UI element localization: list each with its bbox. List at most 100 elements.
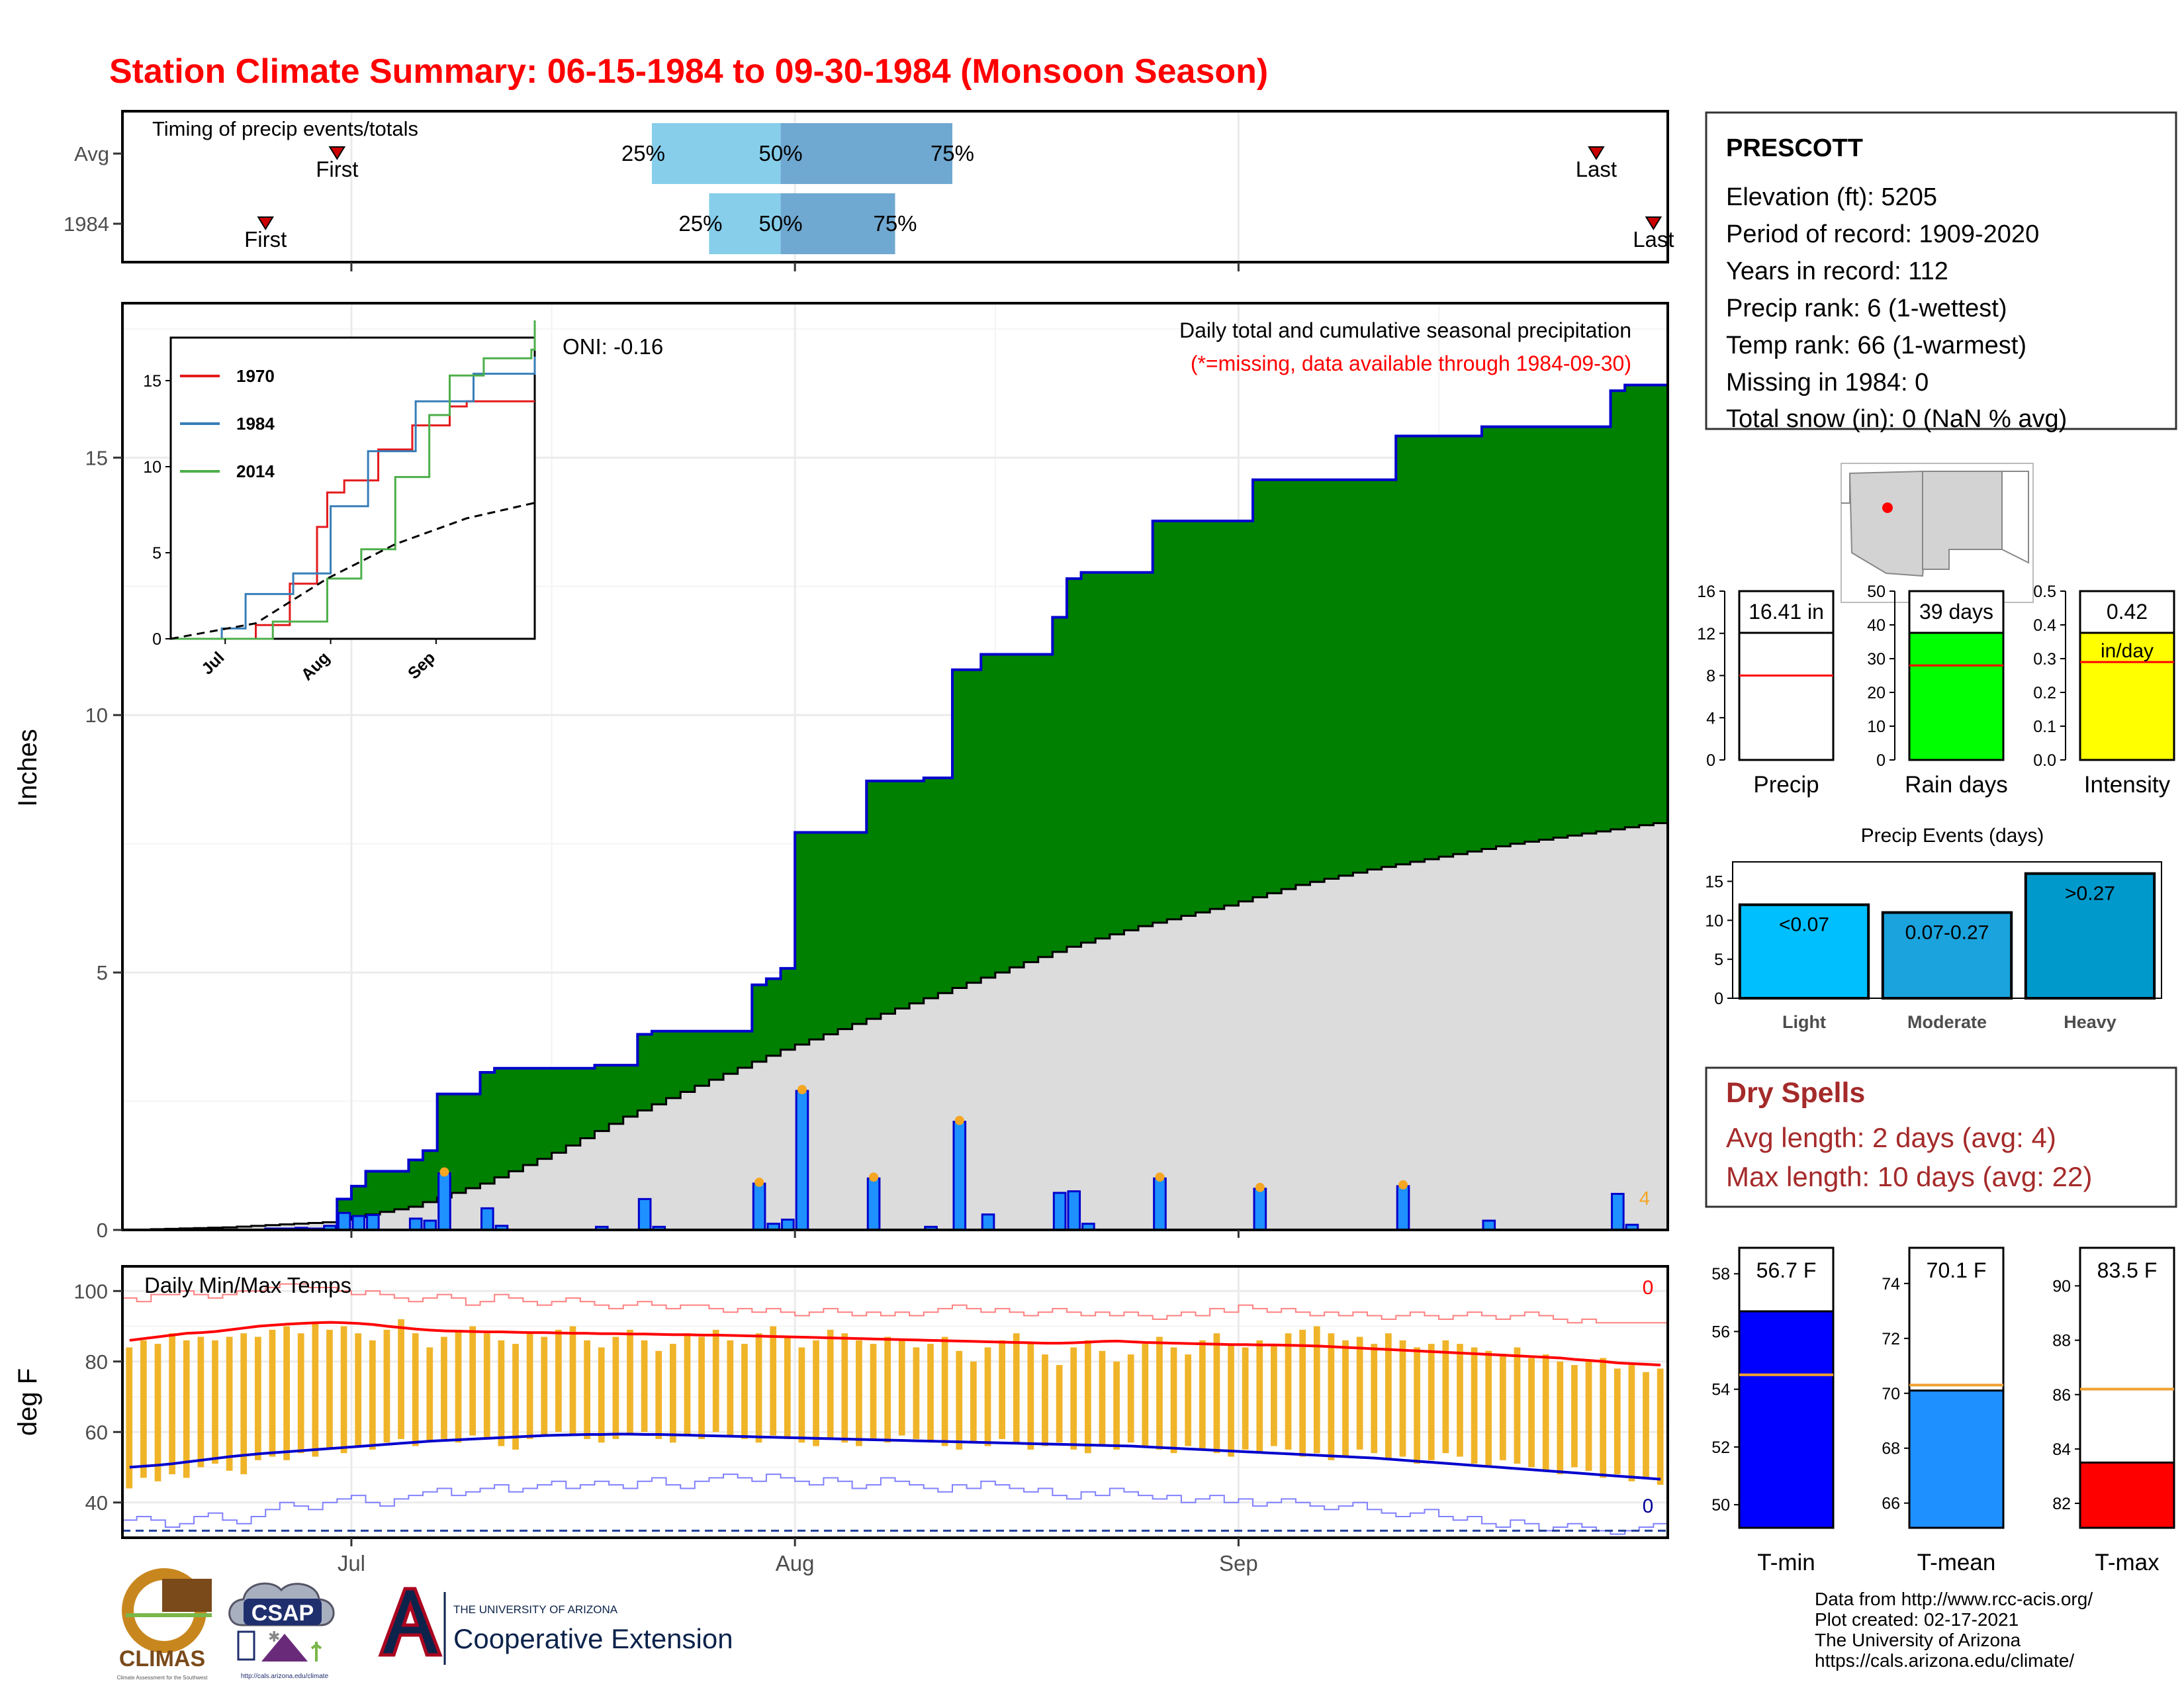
daily-precip-bar (1153, 1177, 1167, 1231)
daily-precip-bar (637, 1197, 652, 1231)
daily-precip-bar (423, 1219, 437, 1231)
station-line-0: Elevation (ft): 5205 (1726, 183, 1937, 211)
summary-y-tick-label: 0.4 (2033, 616, 2056, 635)
daily-temp-range-bar (1457, 1344, 1463, 1457)
record-day-marker (754, 1178, 764, 1187)
daily-temp-range-bar (1099, 1350, 1106, 1446)
daily-temp-range-bar (898, 1340, 905, 1436)
daily-temp-range-bar (1643, 1372, 1649, 1478)
precip-y-tick-label: 10 (85, 704, 108, 727)
daily-temp-range-bar (1042, 1354, 1048, 1446)
summary-y-tick-label: 0.5 (2033, 583, 2056, 601)
timing-bar-q50-q75 (780, 123, 952, 184)
daily-temp-range-bar (1228, 1344, 1234, 1457)
summary-value-text: 16.41 in (1749, 600, 1824, 624)
csap-logo: CSAP ✱ http://cals.arizona.edu/climate (228, 1582, 335, 1680)
daily-temp-range-bar (154, 1344, 161, 1481)
record-day-marker (954, 1115, 964, 1125)
station-line-5: Missing in 1984: 0 (1726, 369, 1929, 397)
temps-frame (121, 1265, 1669, 1539)
temps-y-tick-label: 40 (85, 1491, 108, 1515)
events-category-label: Light (1782, 1012, 1826, 1032)
station-line-4: Temp rank: 66 (1-warmest) (1726, 332, 2026, 359)
csap-mountain-icon (261, 1634, 308, 1662)
temp-y-tick-label: 66 (1882, 1495, 1900, 1513)
inset-y-tick-label: 5 (152, 544, 161, 563)
dry-spells-frame (1705, 1066, 2177, 1208)
figure-title: Station Climate Summary: 06-15-1984 to 0… (109, 52, 1268, 91)
daily-precip-bar (1052, 1192, 1067, 1231)
normal-high-line (129, 1321, 1661, 1367)
daily-temp-range-bar (326, 1329, 333, 1450)
normal-low-line (129, 1432, 1661, 1481)
inset-legend-label: 1970 (236, 366, 275, 386)
daily-temp-range-bar (669, 1344, 676, 1443)
summary-y-tick-label: 10 (1867, 718, 1886, 736)
daily-temp-range-bar (1428, 1344, 1435, 1460)
summary-y-tick-label: 0.3 (2033, 650, 2056, 669)
daily-temp-range-bar (984, 1347, 991, 1446)
daily-temp-range-bar (1614, 1368, 1621, 1475)
precip-y-label: Inches (13, 729, 42, 807)
events-title: Precip Events (days) (1861, 825, 2044, 847)
daily-temp-range-bar (956, 1350, 963, 1450)
precip-header: Daily total and cumulative seasonal prec… (1179, 318, 1631, 342)
temp-bar-t-max (2079, 1461, 2175, 1529)
temps-x-tick-label: Sep (1219, 1551, 1258, 1575)
events-bars: 0 5 10 15 <0.07 Light 0.07-0.27 Moderate >0.27 He… (1705, 861, 2162, 1032)
daily-temp-range-bar (1142, 1344, 1149, 1446)
events-y-tick-label: 10 (1705, 912, 1723, 930)
daily-precip-bar (351, 1215, 366, 1231)
csap-bars-icon (237, 1630, 255, 1661)
temp-y-tick-label: 84 (2052, 1440, 2071, 1459)
first-event-marker (257, 216, 274, 230)
temperature-summary-bars: 56.7 F 50 52 54 56 58 T-min 70.1 F 66 68 70 72 74 T-m… (1711, 1246, 2175, 1575)
year-q75-label: 75% (873, 211, 917, 236)
precip-area (122, 383, 1668, 1231)
daily-precip-bar (337, 1211, 351, 1231)
daily-precip-bar (781, 1218, 795, 1231)
daily-temp-range-bar (1213, 1333, 1220, 1454)
events-y-tick-label: 0 (1714, 990, 1723, 1008)
daily-temp-range-bar (1499, 1354, 1506, 1460)
daily-temp-range-bar (297, 1333, 304, 1454)
footer-line-3: https://cals.arizona.edu/climate/ (1815, 1650, 2074, 1671)
inset-series-1984 (171, 356, 536, 640)
summary-y-tick-label: 8 (1706, 667, 1715, 686)
daily-temp-range-bar (941, 1336, 948, 1446)
daily-temp-range-bar (1399, 1340, 1406, 1457)
daily-temp-range-bar (1442, 1340, 1449, 1454)
daily-temp-range-bar (1313, 1326, 1320, 1454)
footer: Data from http://www.rcc-acis.org/ Plot … (117, 1568, 2093, 1681)
daily-temp-range-bar (813, 1340, 819, 1446)
daily-temp-range-bar (1113, 1361, 1120, 1450)
dry-spells-avg: Avg length: 2 days (avg: 4) (1726, 1122, 2056, 1153)
cumulative-1984-line (122, 383, 1668, 1231)
temps-x-axis: Jul Aug Sep (338, 1538, 1258, 1575)
summary-bar-label: Precip (1753, 772, 1819, 798)
summary-y-tick-label: 0.0 (2033, 751, 2056, 770)
record-day-marker (797, 1085, 807, 1094)
cumulative-above-average-fill (122, 385, 1668, 1230)
daily-temp-range-bar (469, 1326, 477, 1436)
avg-first-label: First (316, 157, 358, 181)
summary-value-box (2079, 590, 2175, 634)
station-line-1: Period of record: 1909-2020 (1726, 220, 2039, 248)
summary-bar-label: Rain days (1905, 772, 2008, 798)
timing-panel: Timing of precip events/totals Avg 1984 … (64, 110, 1674, 271)
precip-y-tick-label: 5 (97, 961, 108, 984)
daily-temp-range-bar (140, 1340, 147, 1478)
summary-y-tick-label: 0.2 (2033, 684, 2056, 702)
daily-temp-range-bar (197, 1336, 205, 1468)
precip-corner-count: 4 (1639, 1188, 1650, 1209)
station-line-6: Total snow (in): 0 (NaN % avg) (1726, 405, 2067, 433)
avg-q25-label: 25% (621, 141, 665, 165)
ua-line-2: Cooperative Extension (453, 1623, 733, 1654)
timing-bar-q50-q75 (780, 193, 895, 254)
daily-temp-range-bar (1571, 1365, 1578, 1468)
daily-temp-range-bar (1585, 1361, 1592, 1471)
precip-y-tick-label: 0 (97, 1219, 108, 1242)
record-day-marker (439, 1167, 449, 1177)
temps-background (122, 1266, 1668, 1538)
year-first-label: First (244, 227, 287, 252)
